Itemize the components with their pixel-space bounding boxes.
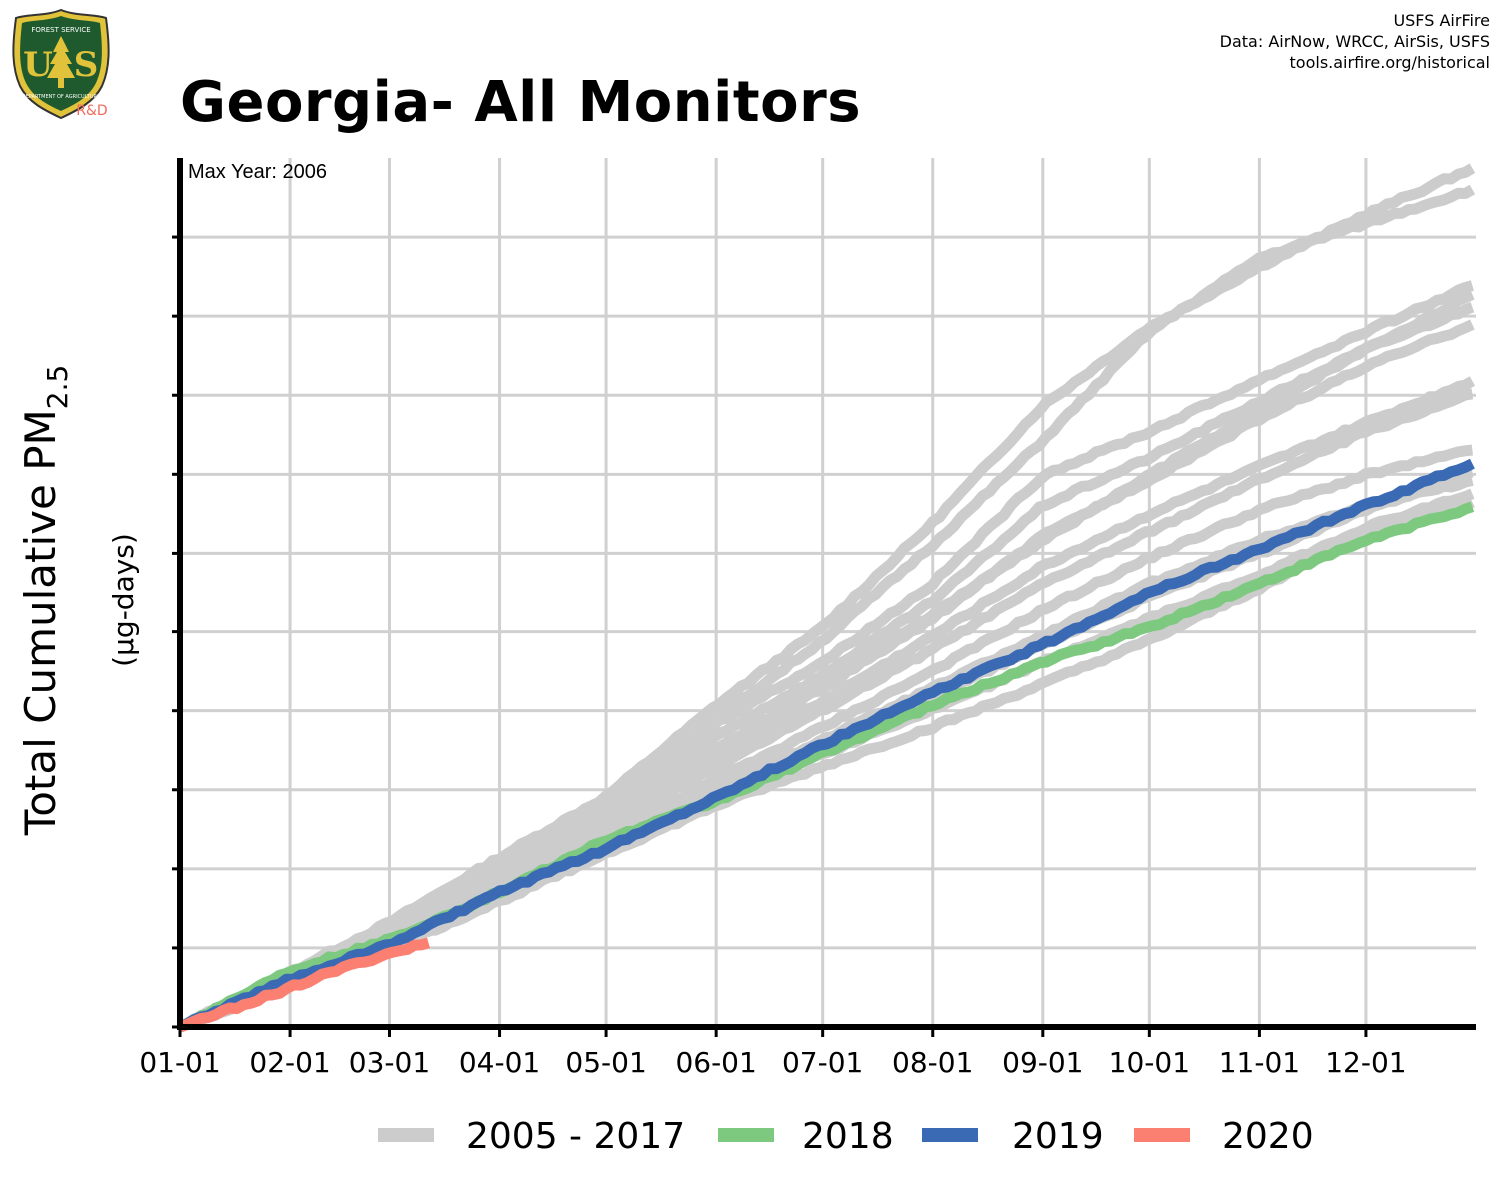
series-group (177, 163, 1476, 1033)
axes (172, 158, 1476, 1037)
x-tick-label: 08-01 (892, 1046, 973, 1079)
credit-line: USFS AirFire (1393, 11, 1490, 30)
y-axis-label: Total Cumulative PM2.5 (µg-days) (16, 365, 140, 837)
svg-text:Total Cumulative PM2.5: Total Cumulative PM2.5 (16, 365, 74, 837)
logo-letter-s: S (74, 45, 99, 85)
legend-label: 2005 - 2017 (466, 1116, 685, 1157)
series-line-2005-2017 (177, 163, 1476, 1032)
logo-rd: R&D (76, 103, 107, 119)
legend-label: 2019 (1012, 1116, 1104, 1157)
grid (180, 158, 1476, 1027)
series-line-2020 (178, 937, 430, 1033)
usfs-logo: FOREST SERVICE U S DEPARTMENT OF AGRICUL… (12, 8, 110, 120)
tree-icon (47, 36, 75, 88)
x-tick-label: 03-01 (349, 1046, 430, 1079)
y-axis-units: (µg-days) (107, 533, 140, 667)
x-tick-label: 12-01 (1325, 1046, 1406, 1079)
x-tick-label: 10-01 (1109, 1046, 1190, 1079)
y-axis-label-subscript: 2.5 (41, 365, 74, 410)
logo-letter-u: U (23, 45, 53, 85)
x-tick-label: 04-01 (459, 1046, 540, 1079)
page-title: Georgia- All Monitors (180, 70, 862, 135)
x-ticks: 01-01 02-01 03-01 04-01 05-01 06-01 07-01 08-01… (139, 1046, 1406, 1079)
credit-line: Data: AirNow, WRCC, AirSis, USFS (1219, 32, 1490, 51)
x-tick-label: 01-01 (139, 1046, 220, 1079)
y-axis-label-main: Total Cumulative PM (16, 409, 65, 836)
x-tick-label: 02-01 (249, 1046, 330, 1079)
series-line-2019 (177, 458, 1475, 1033)
credit-line: tools.airfire.org/historical (1289, 53, 1490, 72)
x-tick-label: 11-01 (1219, 1046, 1300, 1079)
credits: USFS AirFire Data: AirNow, WRCC, AirSis,… (1220, 10, 1490, 73)
max-year-annotation: Max Year: 2006 (188, 161, 327, 183)
logo-text-bottom: DEPARTMENT OF AGRICULTURE (22, 94, 100, 100)
x-tick-label: 07-01 (782, 1046, 863, 1079)
x-tick-label: 09-01 (1002, 1046, 1083, 1079)
x-tick-label: 05-01 (565, 1046, 646, 1079)
logo-text-top: FOREST SERVICE (31, 26, 90, 34)
legend-label: 2020 (1222, 1116, 1314, 1157)
x-tick-label: 06-01 (675, 1046, 756, 1079)
legend: 2005 - 2017 2018 2019 2020 (378, 1116, 1314, 1157)
legend-label: 2018 (802, 1116, 894, 1157)
